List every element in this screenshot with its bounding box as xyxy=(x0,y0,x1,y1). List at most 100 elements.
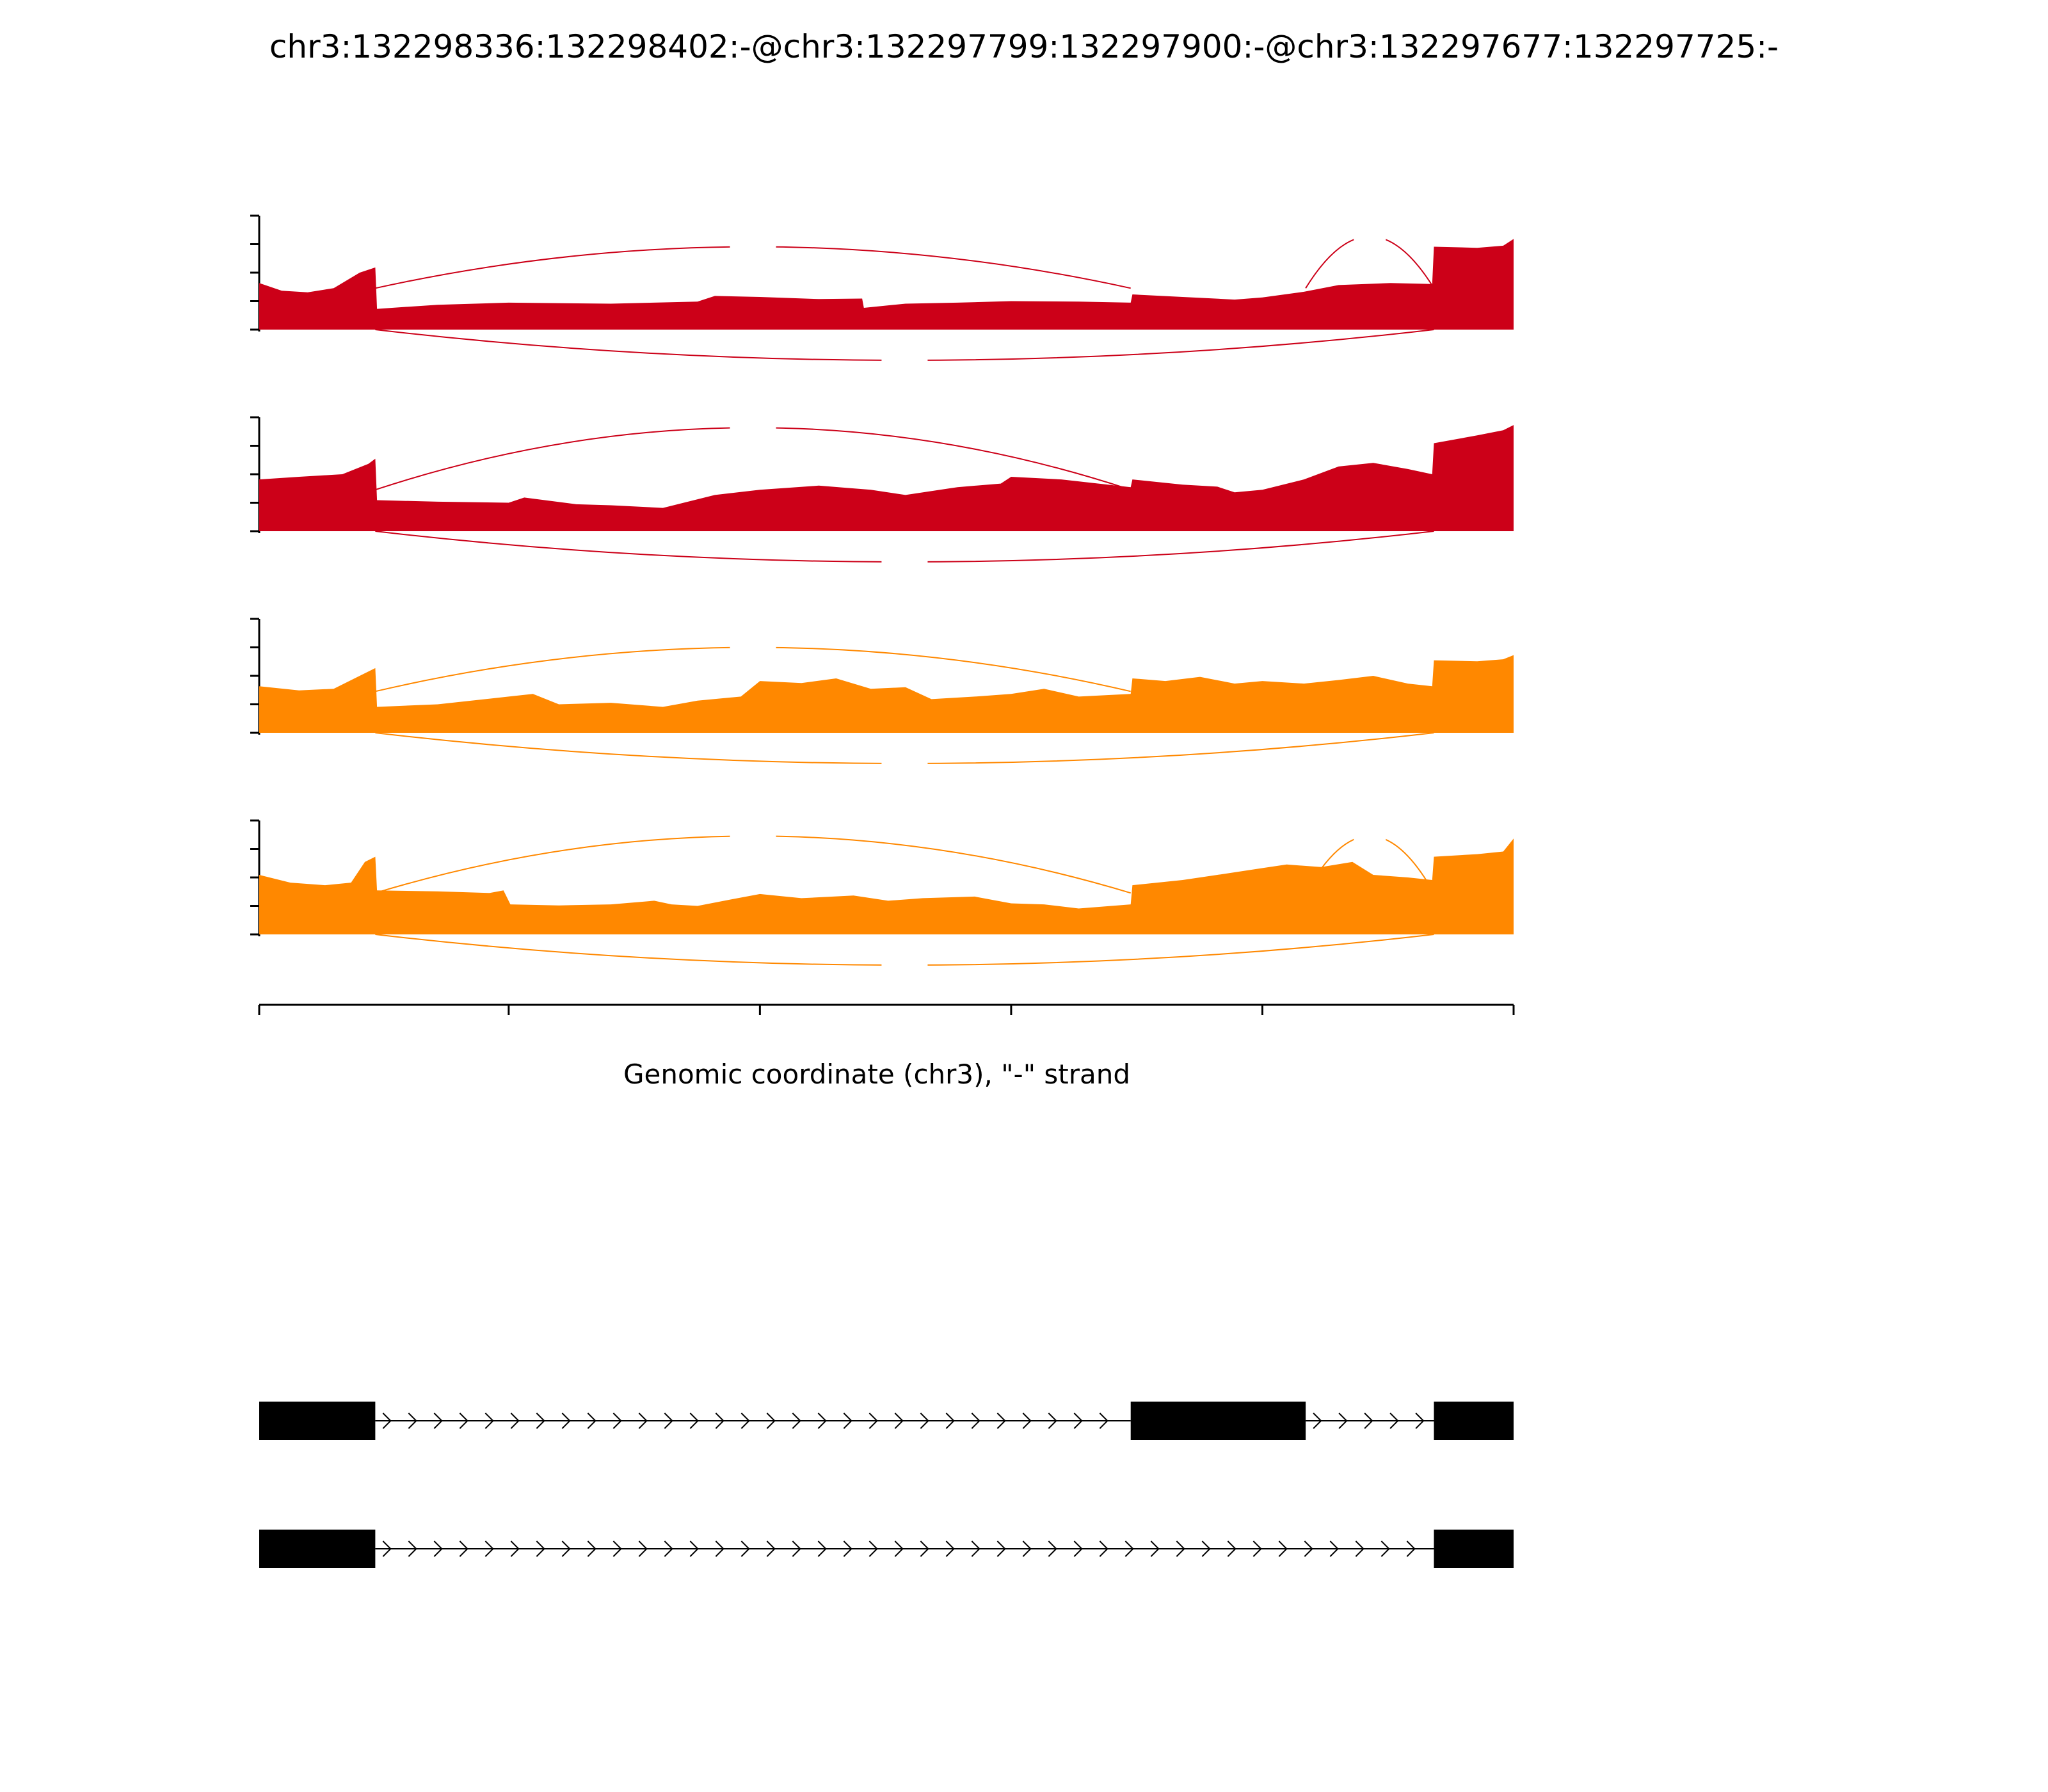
strand-arrow xyxy=(433,1412,443,1429)
strand-arrow xyxy=(664,1412,673,1429)
strand-arrow xyxy=(1380,1540,1390,1557)
strand-arrow xyxy=(382,1540,392,1557)
strand-arrow xyxy=(868,1412,878,1429)
strand-arrow xyxy=(689,1412,699,1429)
junction-label-bg xyxy=(730,236,776,257)
transcript-model xyxy=(259,1530,1514,1568)
exon-block xyxy=(1434,1402,1514,1440)
strand-arrow xyxy=(408,1412,417,1429)
coverage-area xyxy=(259,655,1514,733)
strand-arrow xyxy=(1150,1540,1160,1557)
strand-arrow xyxy=(536,1540,545,1557)
strand-arrow xyxy=(561,1540,571,1557)
strand-arrow xyxy=(1073,1540,1083,1557)
strand-arrow xyxy=(1252,1540,1262,1557)
transcript-models xyxy=(259,1402,1514,1568)
strand-arrow xyxy=(484,1540,494,1557)
strand-arrow xyxy=(1124,1540,1134,1557)
junction-label-bg xyxy=(1354,226,1386,247)
strand-arrow xyxy=(1406,1540,1416,1557)
strand-arrow xyxy=(920,1412,929,1429)
strand-arrow xyxy=(1278,1540,1288,1557)
strand-arrow xyxy=(996,1540,1006,1557)
strand-arrow xyxy=(1022,1412,1032,1429)
strand-arrow xyxy=(587,1412,596,1429)
strand-arrow xyxy=(971,1412,980,1429)
strand-arrow xyxy=(1099,1540,1108,1557)
strand-arrow xyxy=(894,1540,904,1557)
strand-arrow xyxy=(1313,1412,1322,1429)
strand-arrow xyxy=(1048,1412,1057,1429)
strand-arrow xyxy=(1099,1412,1108,1429)
strand-arrow xyxy=(766,1412,776,1429)
strand-arrow xyxy=(971,1540,980,1557)
strand-arrow xyxy=(868,1540,878,1557)
strand-arrow xyxy=(945,1412,955,1429)
coverage-panel xyxy=(250,214,1514,371)
coverage-area xyxy=(259,838,1514,934)
transcript-model xyxy=(259,1402,1514,1440)
strand-arrow xyxy=(715,1412,724,1429)
strand-arrow xyxy=(792,1540,801,1557)
coverage-area xyxy=(259,239,1514,330)
exon-block xyxy=(259,1402,376,1440)
strand-arrow xyxy=(740,1412,750,1429)
coverage-panels xyxy=(250,214,1514,975)
strand-arrow xyxy=(817,1412,827,1429)
strand-arrow xyxy=(510,1540,520,1557)
junction-label-bg xyxy=(730,417,776,438)
strand-arrow xyxy=(817,1540,827,1557)
plot-title: chr3:132298336:132298402:-@chr3:13229779… xyxy=(269,28,1779,65)
strand-arrow xyxy=(843,1540,852,1557)
strand-arrow xyxy=(612,1412,622,1429)
coverage-area xyxy=(259,425,1514,531)
strand-arrow xyxy=(382,1412,392,1429)
strand-arrow xyxy=(510,1412,520,1429)
junction-label-bg xyxy=(881,552,928,572)
strand-arrow xyxy=(894,1412,904,1429)
strand-arrow xyxy=(1364,1412,1373,1429)
strand-arrow xyxy=(1048,1540,1057,1557)
strand-arrow xyxy=(459,1412,468,1429)
strand-arrow xyxy=(1227,1540,1236,1557)
strand-arrow xyxy=(1338,1412,1348,1429)
strand-arrow xyxy=(1415,1412,1425,1429)
junction-label-bg xyxy=(730,637,776,658)
strand-arrow xyxy=(638,1412,648,1429)
strand-arrow xyxy=(1073,1412,1083,1429)
strand-arrow xyxy=(1304,1540,1313,1557)
junction-label-bg xyxy=(881,753,928,774)
strand-arrow xyxy=(433,1540,443,1557)
strand-arrow xyxy=(408,1540,417,1557)
strand-arrow xyxy=(1201,1540,1211,1557)
junction-label-bg xyxy=(881,955,928,975)
junction-label-bg xyxy=(881,350,928,371)
strand-arrow xyxy=(740,1540,750,1557)
strand-arrow xyxy=(715,1540,724,1557)
strand-arrow xyxy=(459,1540,468,1557)
strand-arrow xyxy=(1176,1540,1185,1557)
coverage-panel xyxy=(250,416,1514,572)
strand-arrow xyxy=(1329,1540,1339,1557)
x-axis-label: Genomic coordinate (chr3), "-" strand xyxy=(623,1059,1130,1090)
strand-arrow xyxy=(843,1412,852,1429)
strand-arrow xyxy=(1355,1540,1364,1557)
strand-arrow xyxy=(1022,1540,1032,1557)
exon-block xyxy=(1434,1530,1514,1568)
strand-arrow xyxy=(536,1412,545,1429)
exon-block xyxy=(259,1530,376,1568)
strand-arrow xyxy=(638,1540,648,1557)
strand-arrow xyxy=(664,1540,673,1557)
strand-arrow xyxy=(612,1540,622,1557)
strand-arrow xyxy=(996,1412,1006,1429)
coverage-panel xyxy=(250,819,1514,975)
strand-arrow xyxy=(1389,1412,1399,1429)
strand-arrow xyxy=(945,1540,955,1557)
strand-arrow xyxy=(689,1540,699,1557)
strand-arrow xyxy=(920,1540,929,1557)
junction-label-bg xyxy=(1354,826,1386,847)
strand-arrow xyxy=(792,1412,801,1429)
exon-block xyxy=(1130,1402,1306,1440)
coverage-panel xyxy=(250,618,1514,774)
